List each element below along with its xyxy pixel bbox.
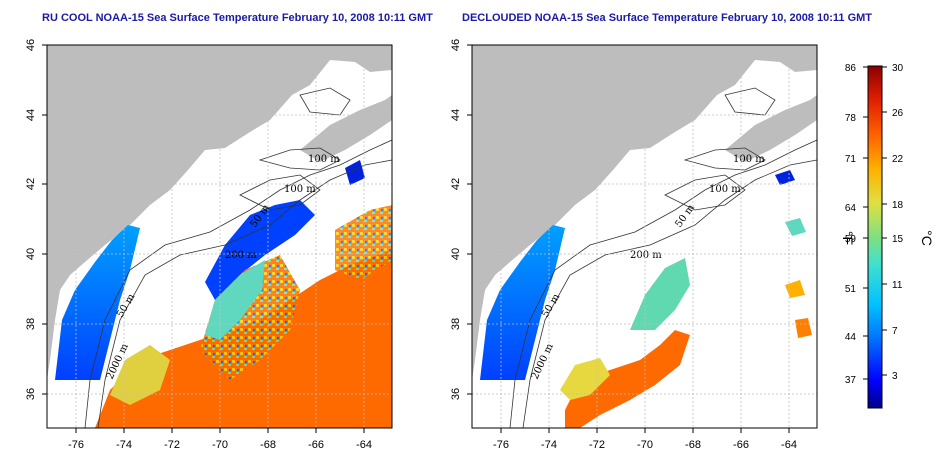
right-lat-label: 46 [450, 39, 462, 51]
colorbar-f-label: 59 [845, 234, 857, 245]
right-lat-label: 42 [450, 178, 462, 190]
left-contours [84, 87, 393, 429]
left-lon-label: -66 [308, 439, 324, 451]
left-lon-label: -64 [356, 439, 372, 451]
left-contour-label-4: 200 m [225, 250, 257, 261]
left-map-clip: 100 m 100 m 50 m 200 m 50 m 2000 m [47, 45, 393, 429]
colorbar-f-unit: °F [840, 231, 856, 245]
left-lat-label: 44 [25, 109, 37, 121]
colorbar-f-label: 37 [845, 375, 857, 386]
colorbar-c-label: 3 [892, 371, 898, 382]
right-land [472, 45, 817, 380]
colorbar-f-label: 64 [845, 203, 857, 214]
right-lon-label: -74 [541, 439, 557, 451]
right-lon-label: -68 [685, 439, 701, 451]
left-land-nova-scotia [300, 95, 392, 162]
right-sst-yellow [560, 358, 610, 400]
left-lat-label: 46 [25, 39, 37, 51]
left-sst-cyan [205, 260, 265, 340]
colorbar-scale [867, 65, 883, 409]
colorbar: 86 78 71 64 59 51 44 37 30 26 22 18 15 1… [840, 63, 935, 409]
left-lon-label: -72 [164, 439, 180, 451]
left-map-title: RU COOL NOAA-15 Sea Surface Temperature … [42, 12, 433, 24]
left-lat-label: 42 [25, 178, 37, 190]
right-lon-ticks [500, 428, 790, 433]
colorbar-c-label: 7 [892, 326, 898, 337]
right-map: 100 m 100 m 50 m 200 m 50 m 2000 m [450, 39, 818, 451]
left-lat-label: 40 [25, 248, 37, 260]
left-lon-label: -68 [260, 439, 276, 451]
right-lat-label: 40 [450, 248, 462, 260]
left-sst-east [335, 205, 392, 280]
right-lat-label: 36 [450, 388, 462, 400]
colorbar-f-label: 71 [845, 154, 857, 165]
left-lon-label: -74 [116, 439, 132, 451]
right-sst-northblue [775, 170, 795, 185]
left-lon-ticks [75, 428, 365, 433]
right-lon-label: -70 [637, 439, 653, 451]
right-sst-east3 [795, 318, 812, 338]
right-contour-label-1: 100 m [733, 154, 765, 165]
right-lon-label: -66 [733, 439, 749, 451]
right-grid [472, 45, 817, 428]
colorbar-c-label: 18 [892, 200, 904, 211]
colorbar-c-unit: °C [919, 230, 935, 246]
colorbar-c-label: 11 [892, 280, 903, 291]
colorbar-c-label: 26 [892, 108, 904, 119]
colorbar-f-label: 44 [845, 332, 857, 343]
right-lat-label: 44 [450, 109, 462, 121]
left-sst-georges [205, 200, 315, 300]
left-map: 100 m 100 m 50 m 200 m 50 m 2000 m [25, 39, 393, 451]
right-sst-east1 [785, 218, 806, 236]
right-lon-label: -72 [589, 439, 605, 451]
left-sst-cloudy [200, 255, 300, 380]
right-sst-middle [630, 258, 690, 330]
colorbar-ticks-right [882, 66, 887, 376]
left-sst-northblue [345, 160, 365, 185]
left-lat-label: 38 [25, 318, 37, 330]
colorbar-c-label: 15 [892, 234, 904, 245]
left-grid [47, 45, 392, 428]
right-map-title: DECLOUDED NOAA-15 Sea Surface Temperatur… [462, 12, 873, 24]
right-lat-label: 38 [450, 318, 462, 330]
colorbar-f-label: 78 [845, 113, 857, 124]
left-land [47, 45, 392, 380]
right-lat-ticks [467, 44, 472, 395]
right-lon-label: -76 [493, 439, 509, 451]
right-contours [509, 87, 818, 429]
right-contour-label-2: 100 m [709, 184, 741, 195]
colorbar-c-label: 22 [892, 154, 904, 165]
left-lat-label: 36 [25, 388, 37, 400]
right-contour-label-4: 200 m [630, 250, 662, 261]
left-contour-label-1: 100 m [308, 154, 340, 165]
right-land-nova-scotia [725, 95, 817, 162]
right-sst-east2 [785, 280, 805, 298]
left-sst-sw [110, 345, 170, 405]
left-contour-label-2: 100 m [284, 184, 316, 195]
colorbar-c-label: 30 [892, 63, 904, 74]
colorbar-ticks-left [863, 66, 868, 380]
right-lon-label: -64 [781, 439, 797, 451]
colorbar-f-label: 86 [845, 63, 857, 74]
left-lon-label: -76 [68, 439, 84, 451]
left-lon-label: -70 [212, 439, 228, 451]
right-sst-warm [565, 330, 690, 428]
left-lat-ticks [42, 44, 47, 395]
colorbar-f-label: 51 [845, 284, 857, 295]
